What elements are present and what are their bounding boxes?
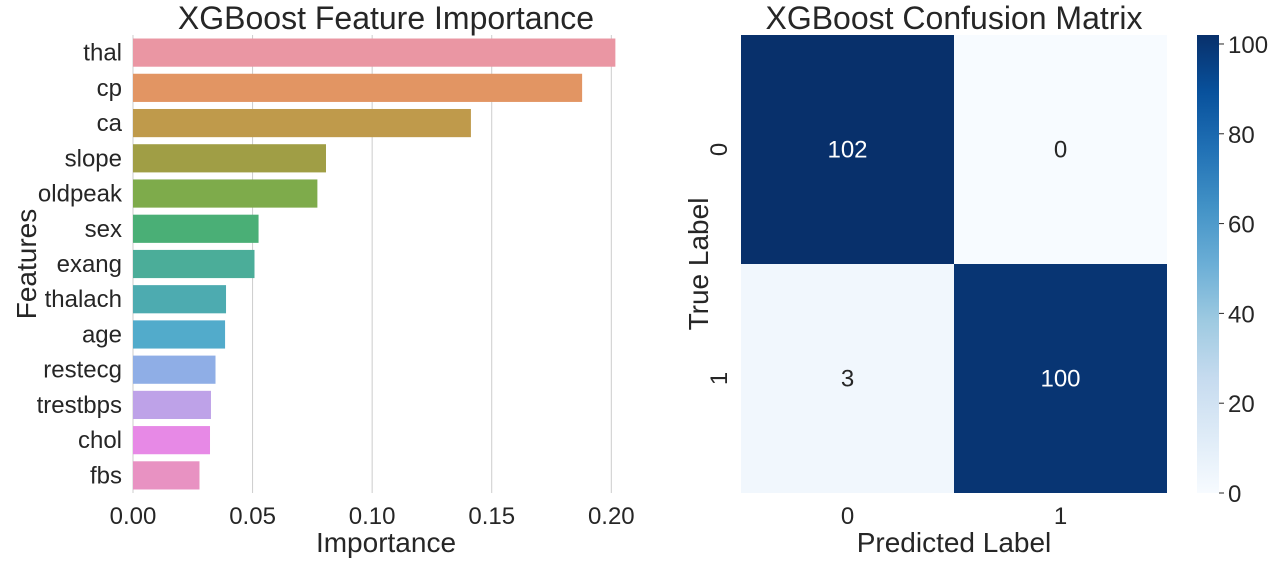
y-tick-label: oldpeak <box>38 181 123 208</box>
x-axis-label: Predicted Label <box>857 527 1052 558</box>
y-tick-label: chol <box>78 427 122 454</box>
chart-title: XGBoost Confusion Matrix <box>765 0 1142 36</box>
heatmap-cell <box>741 35 954 264</box>
y-tick-label: 0 <box>706 143 733 156</box>
bar-sex <box>133 214 259 243</box>
y-tick-label: cp <box>97 75 122 102</box>
bar-chol <box>133 426 211 455</box>
y-tick-label: thalach <box>45 286 122 313</box>
bar-trestbps <box>133 390 211 420</box>
bar-ca <box>133 108 471 138</box>
heatmap-cell <box>954 35 1167 264</box>
y-tick-label: exang <box>57 251 122 278</box>
x-tick-label: 0 <box>841 503 854 530</box>
colorbar-tick-label: 0 <box>1228 481 1241 508</box>
x-tick-label: 0.00 <box>110 503 157 530</box>
bar-oldpeak <box>133 179 318 208</box>
heatmap-cell <box>954 264 1167 493</box>
colorbar-tick-label: 100 <box>1228 32 1268 59</box>
y-tick-label: age <box>82 321 122 348</box>
bar-fbs <box>133 461 200 490</box>
y-tick-label: ca <box>97 110 123 137</box>
cell-annotation: 100 <box>1040 366 1080 393</box>
bar-restecg <box>133 355 216 384</box>
y-axis-label: Features <box>11 209 42 320</box>
bar-thalach <box>133 285 227 314</box>
y-tick-label: sex <box>85 216 122 243</box>
x-tick-label: 1 <box>1054 503 1067 530</box>
colorbar-tick-label: 20 <box>1228 391 1255 418</box>
x-tick-label: 0.15 <box>468 503 515 530</box>
y-tick-label: fbs <box>90 462 122 489</box>
y-tick-label: restecg <box>43 357 122 384</box>
cell-annotation: 0 <box>1054 137 1067 164</box>
y-tick-label: thal <box>83 40 122 67</box>
bar-age <box>133 320 226 349</box>
bar-slope <box>133 144 326 173</box>
bar-exang <box>133 249 255 279</box>
y-tick-label: slope <box>65 145 122 172</box>
x-tick-label: 0.10 <box>349 503 396 530</box>
x-tick-label: 0.05 <box>229 503 276 530</box>
bar-cp <box>133 73 583 102</box>
cell-annotation: 102 <box>827 137 867 164</box>
heatmap-cell <box>741 264 954 493</box>
y-axis-label: True Label <box>683 198 714 331</box>
colorbar-tick-label: 80 <box>1228 122 1255 149</box>
x-axis-label: Importance <box>316 527 456 558</box>
bar-thal <box>133 38 616 67</box>
x-tick-label: 0.20 <box>588 503 635 530</box>
chart-title: XGBoost Feature Importance <box>178 0 594 36</box>
y-tick-label: trestbps <box>37 392 122 419</box>
colorbar <box>1197 35 1219 493</box>
cell-annotation: 3 <box>841 366 854 393</box>
colorbar-tick-label: 40 <box>1228 301 1255 328</box>
colorbar-tick-label: 60 <box>1228 212 1255 239</box>
y-tick-label: 1 <box>706 372 733 385</box>
feature-importance-chart: thal cp ca slope oldpeak sex exang thalach age re… <box>11 0 635 558</box>
